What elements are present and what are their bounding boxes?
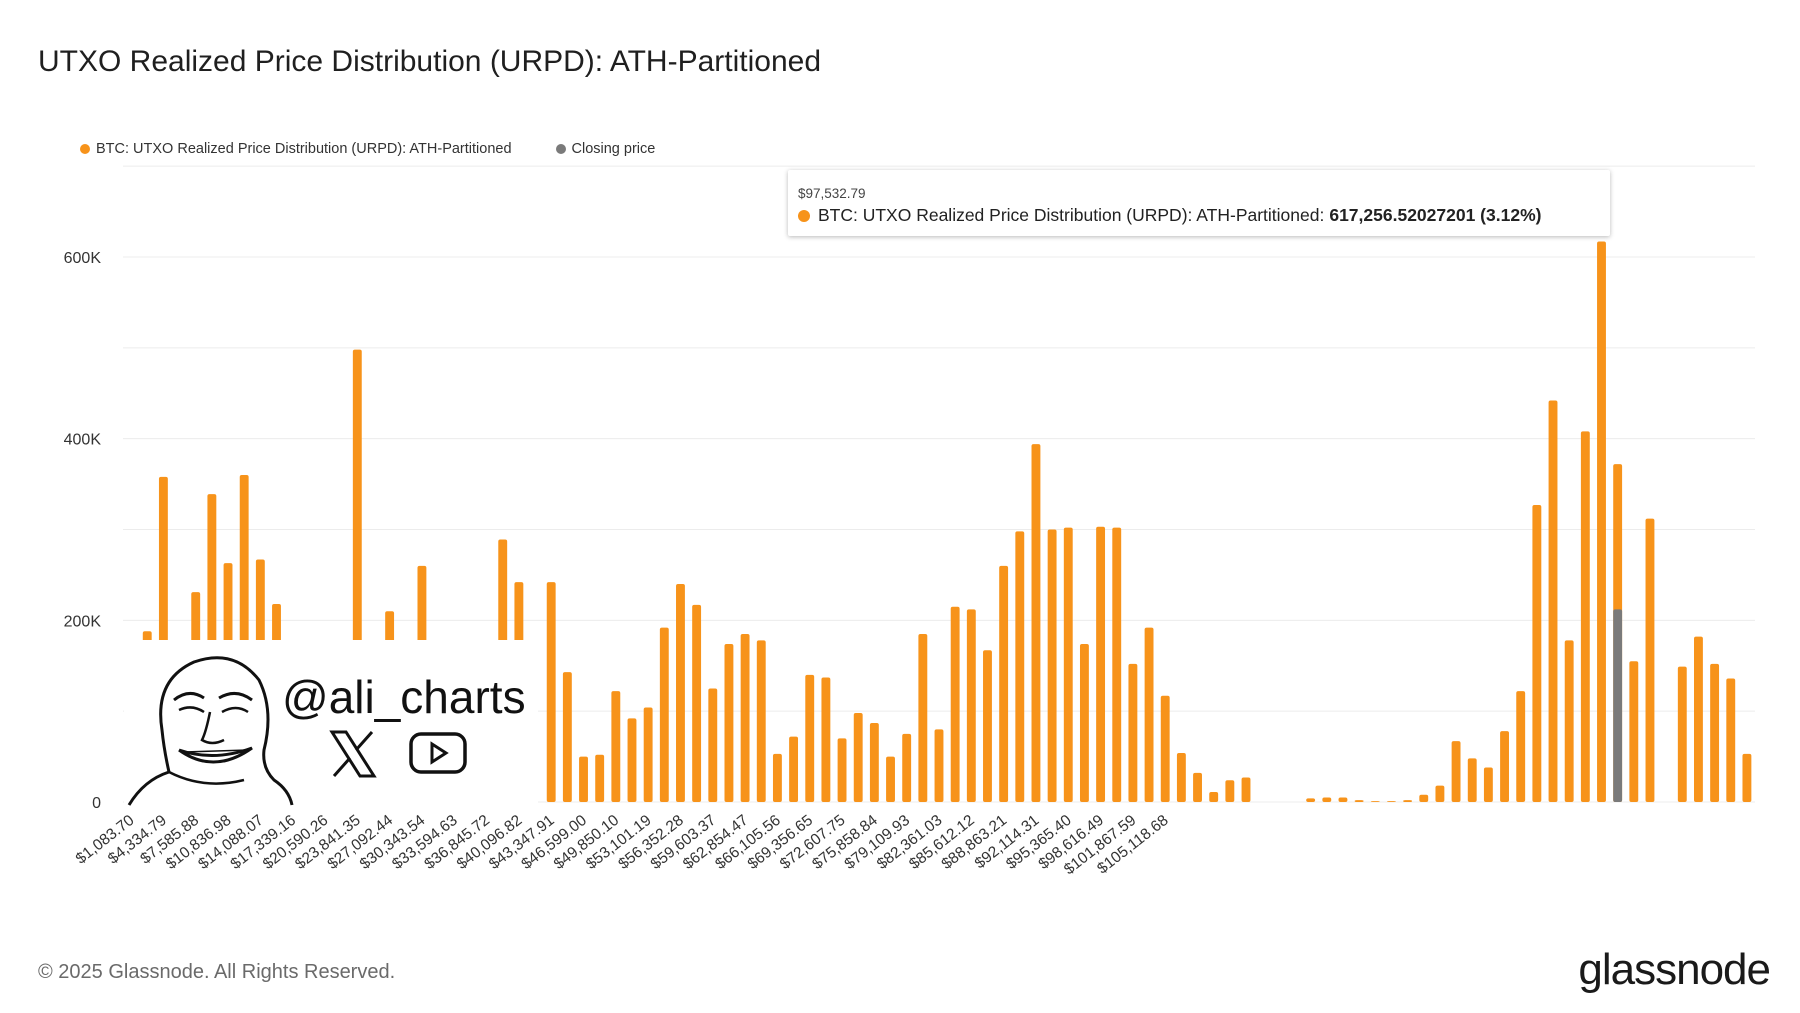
- bar-urpd: [983, 650, 992, 802]
- bar-urpd: [1241, 777, 1251, 802]
- bar-urpd: [676, 584, 685, 802]
- bar-urpd: [918, 633, 928, 802]
- bar-urpd: [1532, 504, 1542, 802]
- bar-urpd: [1225, 780, 1235, 802]
- bar-urpd: [1112, 527, 1122, 802]
- bar-urpd: [789, 736, 799, 802]
- x-axis: $1,083.70$4,334.79$7,585.88$10,836.98$14…: [73, 812, 1172, 879]
- bar-urpd: [1629, 661, 1639, 802]
- bar-urpd: [1742, 753, 1752, 802]
- bar-urpd: [1548, 400, 1558, 802]
- bar-urpd: [772, 753, 782, 802]
- bar-urpd: [966, 609, 976, 802]
- tooltip-series-line: BTC: UTXO Realized Price Distribution (U…: [798, 205, 1541, 226]
- y-tick-label: 0: [92, 795, 101, 812]
- bar-urpd: [837, 738, 847, 802]
- bar-urpd: [1451, 741, 1461, 802]
- legend-label-closing-price: Closing price: [571, 141, 656, 157]
- bar-urpd: [886, 756, 895, 802]
- bar-urpd: [950, 606, 960, 802]
- bar-urpd: [1580, 431, 1590, 802]
- bar-urpd: [1047, 529, 1057, 802]
- bar-urpd: [643, 707, 653, 802]
- chart-legend: BTC: UTXO Realized Price Distribution (U…: [80, 141, 699, 157]
- legend-dot-closing-price: [555, 144, 566, 154]
- tooltip-series-name: BTC: UTXO Realized Price Distribution (U…: [818, 205, 1325, 225]
- bar-urpd: [1128, 663, 1138, 802]
- bar-urpd: [627, 718, 637, 802]
- bar-urpd: [1338, 797, 1348, 802]
- bar-urpd: [853, 712, 863, 802]
- bar-urpd: [1096, 526, 1106, 802]
- copyright-footer: © 2025 Glassnode. All Rights Reserved.: [38, 961, 396, 983]
- bar-urpd: [1516, 691, 1526, 802]
- tooltip-value: 617,256.52027201 (3.12%): [1329, 205, 1542, 225]
- bar-urpd: [692, 604, 702, 802]
- bar-urpd: [659, 627, 669, 802]
- legend-dot-urpd: [80, 144, 90, 154]
- bar-urpd: [1160, 695, 1170, 802]
- bar-urpd: [999, 565, 1009, 802]
- legend-item-closing-price[interactable]: Closing price: [555, 141, 656, 157]
- watermark-handle: @ali_charts: [282, 671, 526, 723]
- bar-urpd: [1176, 752, 1186, 802]
- bar-urpd: [1403, 800, 1413, 802]
- bar-urpd: [546, 582, 556, 802]
- bar-urpd: [934, 729, 944, 802]
- bar-urpd: [1063, 527, 1073, 802]
- bar-urpd: [1419, 794, 1429, 802]
- tooltip: $97,532.79 BTC: UTXO Realized Price Dist…: [788, 170, 1610, 236]
- bar-urpd: [805, 674, 815, 802]
- y-tick-label: 200K: [64, 613, 102, 630]
- bar-urpd: [1564, 640, 1574, 802]
- tooltip-dot: [798, 209, 810, 222]
- glassnode-logo: glassnode: [1578, 945, 1771, 994]
- bar-urpd: [1209, 792, 1219, 802]
- bar-urpd: [595, 754, 605, 802]
- bar-urpd: [611, 691, 621, 802]
- bar-urpd: [579, 756, 588, 802]
- bar-urpd: [1726, 678, 1736, 802]
- bar-urpd: [1597, 241, 1606, 802]
- legend-item-urpd[interactable]: BTC: UTXO Realized Price Distribution (U…: [80, 141, 512, 157]
- bar-urpd: [1677, 666, 1687, 802]
- bar-urpd: [1500, 731, 1509, 802]
- bar-urpd: [562, 672, 572, 802]
- bar-urpd: [1694, 636, 1703, 802]
- y-tick-label: 400K: [64, 432, 102, 449]
- bar-closing-price: [1613, 609, 1623, 802]
- grid-lines: [123, 165, 1755, 803]
- legend-label-urpd: BTC: UTXO Realized Price Distribution (U…: [96, 141, 512, 157]
- bar-urpd: [1435, 785, 1445, 802]
- bar-urpd: [1483, 767, 1493, 802]
- bar-urpd: [1306, 798, 1316, 802]
- bar-urpd: [1710, 663, 1720, 802]
- x-logo-icon: [329, 730, 377, 778]
- bar-urpd: [1322, 797, 1332, 802]
- bar-urpd: [1467, 758, 1477, 802]
- tooltip-x-value: $97,532.79: [798, 186, 866, 201]
- bar-urpd: [1645, 518, 1655, 802]
- bar-urpd: [724, 643, 734, 802]
- bar-urpd: [756, 640, 766, 802]
- bar-urpd: [1354, 800, 1364, 802]
- bar-urpd: [902, 733, 912, 802]
- bar-urpd: [821, 677, 831, 802]
- bar-urpd: [1370, 801, 1380, 802]
- bar-urpd: [1144, 627, 1154, 802]
- bar-urpd: [708, 688, 718, 802]
- bar-urpd: [869, 722, 879, 802]
- youtube-icon: [409, 732, 467, 774]
- bar-urpd: [1386, 801, 1396, 802]
- chart-title: UTXO Realized Price Distribution (URPD):…: [38, 45, 822, 78]
- bar-urpd: [1031, 444, 1041, 802]
- y-axis: 0 200K 400K 600K: [64, 250, 102, 812]
- y-tick-label: 600K: [64, 250, 102, 267]
- bar-urpd: [1193, 772, 1202, 802]
- bar-urpd: [740, 633, 750, 802]
- bar-urpd: [1079, 643, 1089, 802]
- bar-urpd: [1015, 531, 1025, 802]
- meme-face-icon: [127, 656, 294, 806]
